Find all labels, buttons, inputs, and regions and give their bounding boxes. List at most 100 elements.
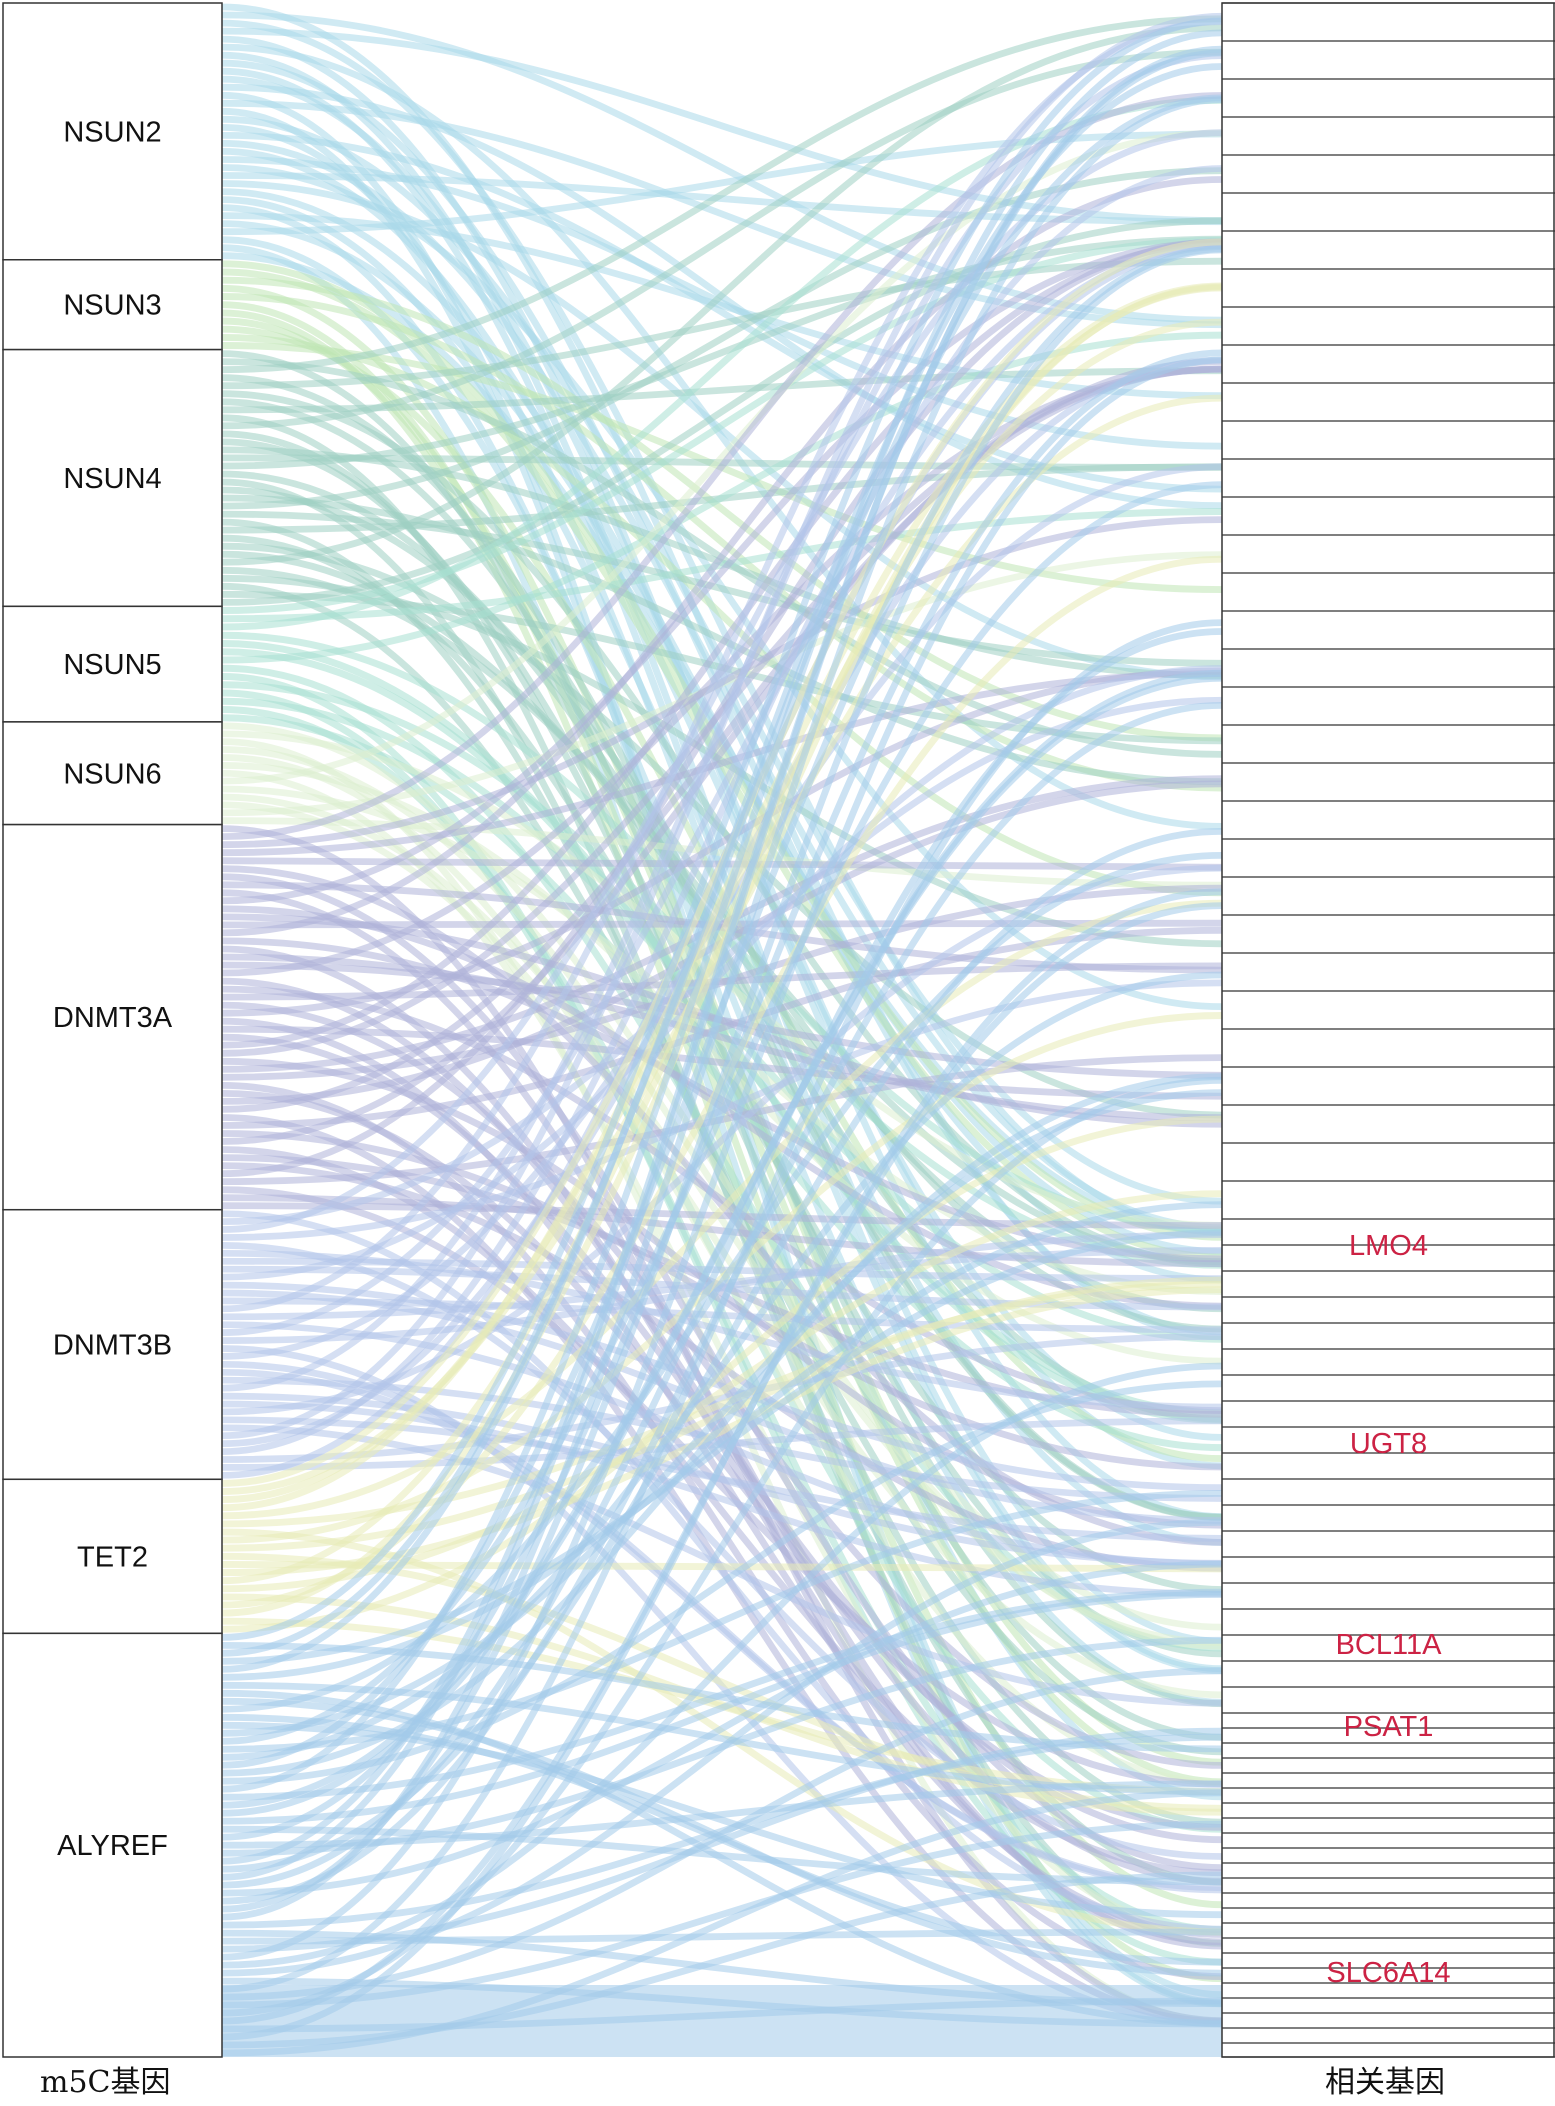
- source-node-box: [2, 2, 223, 261]
- flow-link: [221, 15, 1223, 374]
- flow-link: [221, 1928, 1223, 1945]
- flow-link: [221, 1333, 1223, 1463]
- flow-link: [221, 1089, 1223, 1737]
- target-label-ugt8: UGT8: [1350, 1428, 1427, 1460]
- source-node-dnmt3a: DNMT3A: [2, 823, 223, 1211]
- flow-link: [221, 648, 1223, 1417]
- flow-link: [221, 365, 1223, 1113]
- flow-link: [221, 235, 1223, 470]
- flow-link: [221, 1202, 1223, 1229]
- source-node-label: NSUN2: [63, 116, 161, 148]
- source-node-alyref: ALYREF: [2, 1632, 223, 2058]
- flow-link: [221, 236, 1223, 614]
- flow-link: [221, 1201, 1223, 1681]
- flow-link: [221, 1229, 1223, 1665]
- flow-band: [222, 1985, 1222, 2057]
- source-node-box: [2, 823, 223, 1211]
- flow-link: [221, 670, 1223, 857]
- source-node-box: [2, 1478, 223, 1635]
- flow-link: [221, 1518, 1223, 1977]
- source-nodes: NSUN2 NSUN3 NSUN4 NSUN5 NSUN6 DNMT3A DNMT3B TET…: [2, 2, 223, 2058]
- flow-link: [221, 953, 1223, 1122]
- source-node-nsun5: NSUN5: [2, 605, 223, 723]
- source-node-label: TET2: [77, 1541, 148, 1573]
- target-label-slc6a14: SLC6A14: [1326, 1957, 1450, 1989]
- flow-link: [221, 1057, 1223, 1529]
- target-labels: LMO4 UGT8 BCL11A PSAT1 SLC6A14: [1326, 1230, 1450, 1989]
- flow-link: [221, 333, 1223, 897]
- flow-link: [221, 775, 1223, 1073]
- source-node-label: ALYREF: [57, 1830, 168, 1862]
- target-nodes: [1221, 2, 1555, 2058]
- flow-link: [221, 129, 1223, 1233]
- target-label-bcl11a: BCL11A: [1336, 1629, 1443, 1661]
- flow-link: [221, 238, 1223, 905]
- source-node-tet2: TET2: [2, 1478, 223, 1635]
- source-node-nsun2: NSUN2: [2, 2, 223, 261]
- flow-link: [221, 48, 1223, 430]
- flow-link: [221, 242, 1223, 1336]
- flow-link: [221, 176, 1223, 937]
- source-node-nsun3: NSUN3: [2, 259, 223, 351]
- source-node-dnmt3b: DNMT3B: [2, 1208, 223, 1481]
- flow-link: [221, 1727, 1223, 1953]
- source-node-box: [2, 1632, 223, 2058]
- flow-link: [221, 510, 1223, 667]
- flow-link: [221, 793, 1223, 1646]
- source-node-label: NSUN3: [63, 290, 161, 322]
- flow-link: [221, 29, 1223, 1793]
- flow-link: [221, 75, 1223, 1470]
- right-axis-label: 相关基因: [1325, 2065, 1445, 2100]
- flow-link: [221, 619, 1223, 1993]
- flow-link: [221, 129, 1223, 785]
- source-node-label: DNMT3A: [53, 1002, 173, 1034]
- source-node-label: NSUN5: [63, 649, 161, 681]
- source-node-box: [2, 1208, 223, 1481]
- flow-link: [221, 45, 1223, 1881]
- left-axis-label: m5C基因: [40, 2065, 171, 2100]
- flow-link: [221, 17, 1223, 1641]
- source-node-box: [2, 348, 223, 608]
- source-node-box: [2, 259, 223, 351]
- flow-link: [221, 1115, 1223, 1633]
- flow-link: [221, 257, 1223, 390]
- flow-link: [221, 1073, 1223, 1777]
- source-node-box: [2, 605, 223, 723]
- flow-link: [221, 240, 1223, 1049]
- target-label-lmo4: LMO4: [1349, 1230, 1428, 1262]
- flow-link: [221, 961, 1223, 1079]
- flow-link: [221, 12, 1223, 1440]
- flow-links: [221, 3, 1223, 2057]
- flow-link: [221, 582, 1223, 1756]
- flow-link: [221, 96, 1223, 1921]
- source-node-label: NSUN6: [63, 758, 161, 790]
- flow-link: [221, 1286, 1223, 1577]
- flow-link: [221, 11, 1223, 324]
- flow-link: [221, 238, 1223, 1177]
- flow-link: [221, 165, 1223, 1455]
- flow-link: [221, 481, 1223, 1745]
- flow-link: [221, 1362, 1223, 1969]
- flow-link: [221, 1560, 1223, 1897]
- flow-link: [221, 852, 1223, 1713]
- flow-link: [221, 971, 1223, 1761]
- flow-link: [221, 1257, 1223, 1282]
- source-node-label: NSUN4: [63, 463, 161, 495]
- flow-link: [221, 1281, 1223, 1491]
- flow-link: [221, 899, 1223, 1520]
- flow-link: [221, 282, 1223, 1512]
- target-label-psat1: PSAT1: [1344, 1711, 1434, 1743]
- source-node-nsun6: NSUN6: [2, 721, 223, 826]
- flow-link: [221, 1025, 1223, 1100]
- flow-link: [221, 180, 1223, 681]
- target-column-frame: [1221, 2, 1555, 2058]
- flow-link: [221, 1667, 1223, 2001]
- flow-link: [221, 24, 1223, 566]
- flow-link: [221, 888, 1223, 2041]
- flow-link: [221, 356, 1223, 1961]
- flow-link: [221, 358, 1223, 1145]
- source-node-label: DNMT3B: [53, 1330, 172, 1362]
- flow-link: [221, 722, 1223, 1631]
- source-node-nsun4: NSUN4: [2, 348, 223, 608]
